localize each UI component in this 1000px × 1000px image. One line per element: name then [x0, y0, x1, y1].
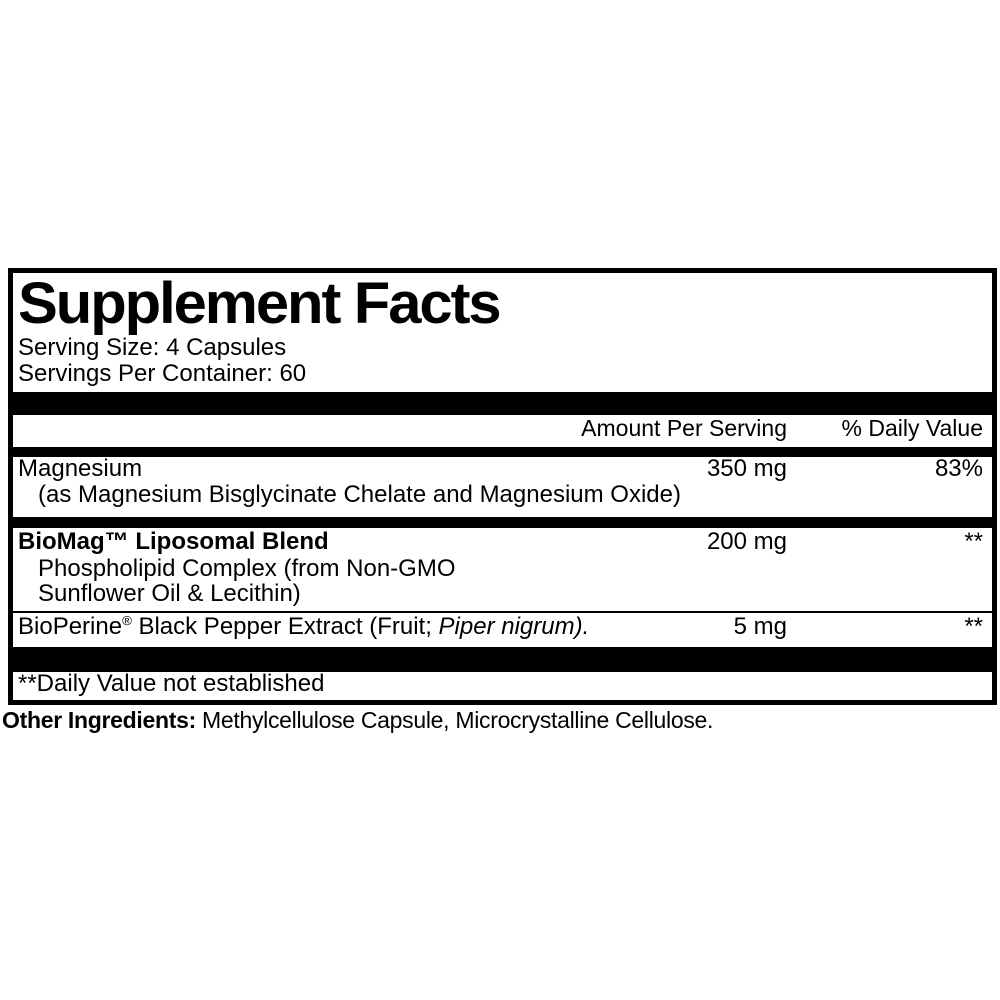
thick-rule-top: [13, 392, 992, 415]
ingredient-detail-biomag-2: Sunflower Oil & Lecithin): [38, 580, 301, 607]
ingredient-name-biomag: BioMag™ Liposomal Blend: [18, 529, 329, 555]
servings-per-container: Servings Per Container: 60: [18, 360, 307, 387]
thin-rule-under-header: [13, 447, 992, 457]
ingredient-detail-biomag-1: Phospholipid Complex (from Non-GMO: [38, 555, 456, 582]
daily-value-bioperine: **: [964, 613, 983, 640]
section-rule-mid: [13, 517, 992, 528]
amount-per-serving-header: Amount Per Serving: [581, 415, 787, 441]
ingredient-detail-magnesium: (as Magnesium Bisglycinate Chelate and M…: [38, 481, 681, 508]
ingredient-name-bioperine: BioPerine® Black Pepper Extract (Fruit; …: [18, 614, 589, 640]
biomag-name-rest: Liposomal Blend: [128, 528, 329, 555]
ingredient-name-magnesium: Magnesium: [18, 455, 143, 482]
other-ingredients-line: Other Ingredients: Methylcellulose Capsu…: [2, 707, 713, 733]
bioperine-name-rest: Black Pepper Extract (Fruit;: [131, 613, 439, 640]
registered-symbol: ®: [122, 613, 132, 628]
other-ingredients-text: Methylcellulose Capsule, Microcrystallin…: [195, 707, 714, 733]
daily-value-footnote: **Daily Value not established: [18, 670, 325, 697]
hairline-rule: [13, 611, 992, 613]
panel-title: Supplement Facts: [18, 271, 502, 336]
bioperine-brand: BioPerine: [18, 613, 123, 640]
daily-value-header: % Daily Value: [841, 415, 983, 441]
amount-biomag: 200 mg: [706, 528, 787, 555]
daily-value-magnesium: 83%: [934, 455, 983, 482]
species-name: Piper nigrum).: [438, 613, 590, 640]
trademark-symbol: ™: [104, 528, 129, 555]
amount-magnesium: 350 mg: [706, 455, 787, 482]
biomag-brand: BioMag: [18, 528, 105, 555]
serving-size: Serving Size: 4 Capsules: [18, 334, 287, 361]
daily-value-biomag: **: [964, 528, 983, 555]
amount-bioperine: 5 mg: [733, 613, 787, 640]
supplement-facts-panel: Supplement Facts Serving Size: 4 Capsule…: [8, 268, 997, 705]
thick-rule-bottom: [13, 647, 992, 672]
other-ingredients-label: Other Ingredients:: [2, 707, 196, 733]
